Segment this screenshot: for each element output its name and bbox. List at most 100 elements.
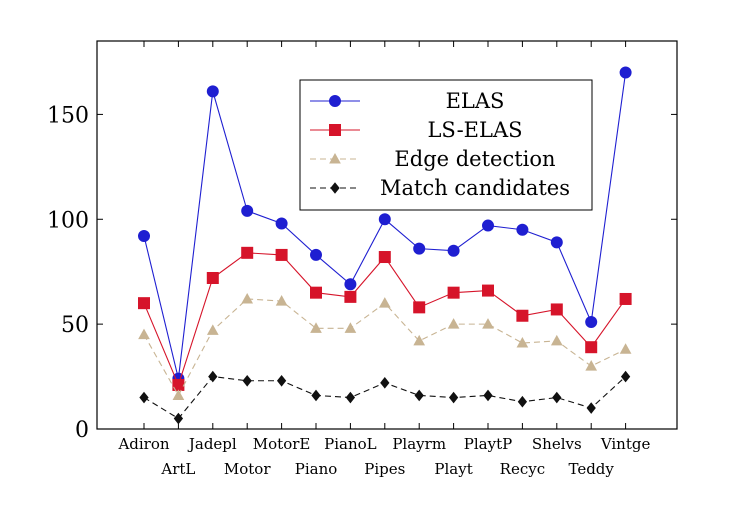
data-point (344, 322, 357, 333)
data-point (585, 360, 598, 371)
x-tick-label: PianoL (324, 435, 377, 453)
data-point (329, 124, 341, 136)
data-point (241, 204, 254, 217)
data-point (414, 389, 424, 402)
data-point (586, 402, 596, 414)
y-tick-label: 100 (47, 208, 89, 233)
x-tick-label: Playrm (392, 435, 446, 453)
data-point (550, 236, 563, 249)
data-point (413, 301, 426, 314)
legend-entry: LS-ELAS (310, 118, 523, 142)
data-point (619, 66, 632, 79)
data-point (619, 292, 632, 305)
data-point (208, 370, 218, 383)
legend-label: Edge detection (394, 147, 555, 171)
x-tick-label: Piano (295, 460, 338, 478)
x-tick-label: ArtL (160, 460, 195, 478)
data-point (552, 391, 562, 404)
x-tick-label: Jadepl (187, 435, 237, 453)
data-point (241, 292, 254, 304)
data-point (483, 389, 493, 402)
legend-label: LS-ELAS (427, 118, 522, 142)
data-point (517, 395, 528, 408)
data-point (241, 246, 254, 259)
series-1 (138, 246, 632, 391)
data-point (482, 284, 494, 297)
data-point (172, 389, 185, 400)
data-point (138, 297, 150, 310)
data-point (310, 248, 322, 261)
data-point (138, 230, 150, 243)
series-3 (139, 370, 631, 425)
data-point (329, 95, 341, 107)
x-tick-label: Adiron (117, 435, 169, 453)
data-point (516, 223, 529, 236)
data-point (173, 412, 184, 425)
data-point (275, 295, 288, 306)
y-tick-label: 50 (61, 313, 89, 338)
x-tick-label: Playt (434, 460, 472, 478)
data-point (344, 278, 357, 291)
data-point (413, 334, 426, 346)
data-point (139, 391, 149, 404)
data-point (138, 328, 150, 340)
data-point (482, 318, 494, 329)
x-tick-label: Teddy (568, 460, 614, 478)
data-point (206, 324, 219, 335)
data-point (550, 303, 563, 316)
data-point (344, 290, 357, 303)
data-point (482, 219, 494, 232)
x-tick-label: PlaytP (464, 435, 512, 453)
data-point (585, 316, 598, 329)
data-point (585, 341, 598, 354)
data-point (275, 248, 288, 261)
series-0 (138, 66, 632, 385)
data-point (275, 217, 288, 230)
data-point (310, 322, 322, 333)
data-point (620, 370, 631, 383)
x-tick-label: Motor (224, 460, 271, 478)
data-point (310, 286, 322, 299)
data-point (447, 318, 460, 329)
data-point (516, 336, 529, 348)
data-point (329, 152, 341, 164)
x-tick-label: Shelvs (532, 435, 582, 453)
data-point (516, 309, 529, 322)
data-point (311, 389, 321, 402)
legend-entry: Edge detection (310, 147, 556, 171)
legend-entry: ELAS (310, 89, 504, 113)
series-2 (138, 292, 632, 400)
data-point (206, 85, 219, 98)
x-tick-label: Vintge (600, 435, 651, 453)
y-tick-label: 150 (47, 103, 89, 128)
series-layer (138, 66, 632, 425)
x-tick-label: MotorE (253, 435, 311, 453)
plot-frame (96, 40, 678, 430)
legend-box (299, 79, 593, 211)
y-tick-label: 0 (75, 418, 89, 443)
data-point (619, 343, 632, 354)
data-point (276, 374, 287, 387)
legend-entry: Match candidates (310, 176, 570, 200)
data-point (448, 391, 459, 404)
data-point (447, 244, 460, 257)
data-point (413, 242, 426, 255)
data-point (206, 271, 219, 284)
axes: 0 50 100 150 Adiron ArtL Jadepl Motor MotorE Pian… (47, 40, 678, 478)
data-point (378, 297, 391, 308)
data-point (330, 182, 340, 194)
legend-label: Match candidates (380, 176, 570, 200)
x-tick-label: Recyc (500, 460, 545, 478)
data-point (378, 213, 391, 226)
data-point (345, 391, 356, 404)
data-point (242, 374, 252, 387)
x-tick-label: Pipes (364, 460, 405, 478)
data-point (380, 377, 390, 389)
legend-label: ELAS (446, 89, 505, 113)
legend: ELAS LS-ELAS Edge detection Match candidate… (299, 79, 593, 211)
data-point (378, 251, 391, 264)
data-point (447, 286, 460, 299)
data-point (550, 334, 563, 346)
